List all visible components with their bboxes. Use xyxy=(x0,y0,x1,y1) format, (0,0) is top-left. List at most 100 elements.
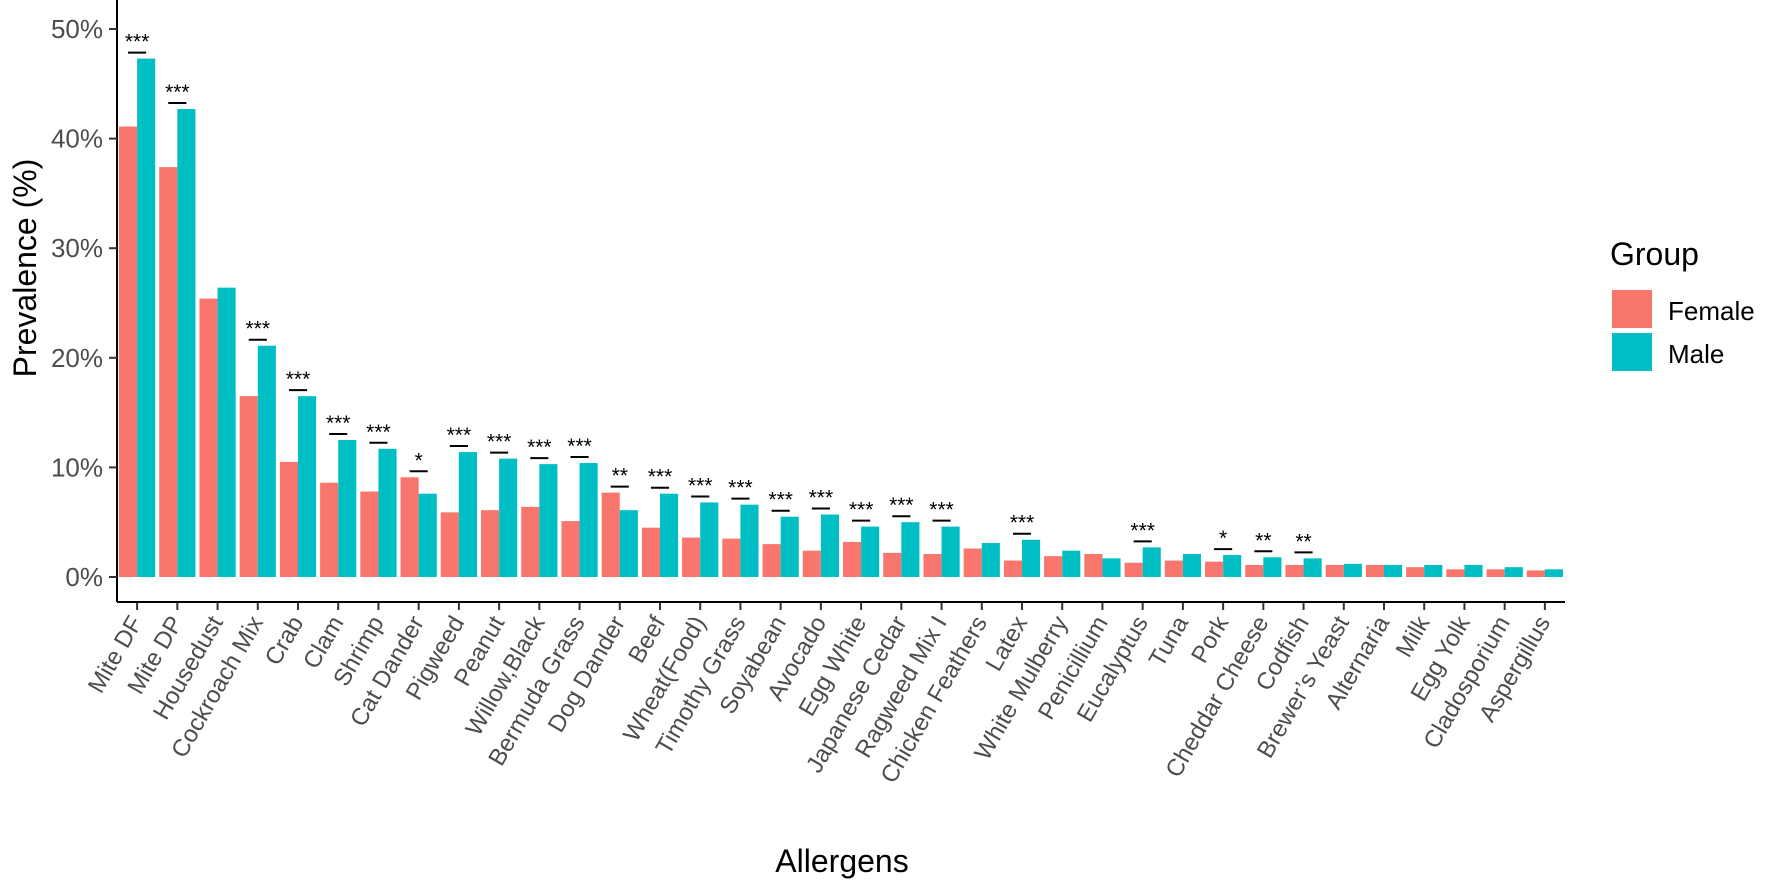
significance-label: ** xyxy=(612,465,628,488)
bar-male xyxy=(378,448,397,577)
significance-label: ** xyxy=(1295,530,1311,553)
significance-label: *** xyxy=(447,424,472,447)
bar-male xyxy=(981,543,1000,577)
bar-female xyxy=(1084,553,1103,577)
legend-label-male: Male xyxy=(1668,339,1724,369)
bar-male xyxy=(1384,564,1403,577)
bar-female xyxy=(239,396,258,577)
significance-label: *** xyxy=(688,474,713,497)
bar-male xyxy=(539,464,558,577)
bar-male xyxy=(217,287,236,577)
bar-male xyxy=(1544,569,1563,577)
significance-label: *** xyxy=(1010,512,1035,535)
bar-male xyxy=(1182,553,1201,577)
significance-label: *** xyxy=(809,487,834,510)
significance-label: *** xyxy=(648,466,673,489)
y-tick-label: 10% xyxy=(51,452,103,482)
bar-female xyxy=(1325,564,1344,577)
significance-label: *** xyxy=(527,436,552,459)
bar-female xyxy=(440,512,459,577)
bar-male xyxy=(1303,558,1322,577)
bar-male xyxy=(338,440,357,577)
bar-female xyxy=(682,537,701,577)
significance-label: *** xyxy=(567,435,592,458)
bar-female xyxy=(360,491,379,577)
bar-male xyxy=(1263,557,1282,577)
bar-female xyxy=(279,461,298,577)
bar-male xyxy=(780,516,799,577)
legend-swatch-male xyxy=(1612,333,1652,371)
bar-male xyxy=(1102,558,1121,577)
x-axis-title: Allergens xyxy=(775,843,908,879)
significance-label: * xyxy=(1219,527,1227,550)
bar-male xyxy=(137,58,156,577)
significance-label: ** xyxy=(1255,529,1271,552)
y-axis: 0% 10% 20% 30% 40% 50% xyxy=(51,0,118,602)
significance-label: *** xyxy=(889,494,914,517)
bar-male xyxy=(901,522,920,577)
bar-male xyxy=(1022,539,1041,577)
bar-female xyxy=(521,506,540,577)
bar-male xyxy=(700,502,719,577)
bar-female xyxy=(1044,556,1063,577)
bar-female xyxy=(1526,570,1545,577)
bar-male xyxy=(619,510,638,577)
significance-label: *** xyxy=(1130,519,1155,542)
bar-male xyxy=(1424,564,1443,577)
legend-label-female: Female xyxy=(1668,296,1755,326)
bar-female xyxy=(802,550,821,577)
bar-female xyxy=(400,477,419,577)
significance-label: *** xyxy=(849,499,874,522)
y-tick-label: 30% xyxy=(51,233,103,263)
bar-male xyxy=(257,345,276,577)
significance-label: *** xyxy=(165,81,190,104)
significance-label: *** xyxy=(487,431,512,454)
bar-female xyxy=(1124,562,1143,577)
significance-label: *** xyxy=(366,421,391,444)
significance-label: *** xyxy=(929,499,954,522)
bar-male xyxy=(1142,547,1161,577)
bar-female xyxy=(320,482,339,577)
bar-female xyxy=(1205,561,1224,577)
bar-female xyxy=(199,298,218,577)
legend-swatch-female xyxy=(1612,290,1652,328)
bar-male xyxy=(298,396,317,577)
bar-female xyxy=(561,521,580,577)
y-tick-label: 40% xyxy=(51,124,103,154)
bar-female xyxy=(1486,569,1505,577)
bar-female xyxy=(481,510,500,577)
plot-area: *************** ******* *** *** ***** *** *** *… xyxy=(119,31,1563,577)
bar-female xyxy=(722,538,741,577)
bar-male xyxy=(861,526,880,577)
bar-female xyxy=(762,544,781,577)
bar-male xyxy=(941,526,960,577)
bar-male xyxy=(1504,567,1523,577)
bar-female xyxy=(159,167,178,577)
significance-label: *** xyxy=(246,318,271,341)
bar-female xyxy=(1245,564,1264,577)
bar-male xyxy=(1343,563,1362,577)
bar-male xyxy=(660,493,679,577)
significance-label: *** xyxy=(286,368,311,391)
significance-label: *** xyxy=(326,412,351,435)
significance-label: *** xyxy=(768,489,793,512)
bar-female xyxy=(1406,567,1425,577)
x-tick-label: Tuna xyxy=(1144,611,1195,672)
significance-label: *** xyxy=(125,31,150,54)
bar-female xyxy=(1365,564,1384,577)
bar-male xyxy=(499,458,518,577)
bar-female xyxy=(963,548,982,577)
bar-female xyxy=(843,541,862,577)
legend: Group Female Male xyxy=(1610,236,1755,371)
bar-female xyxy=(1164,560,1183,577)
bar-male xyxy=(820,514,839,577)
bar-female xyxy=(1003,560,1022,577)
bar-female xyxy=(883,552,902,577)
bar-male xyxy=(1062,550,1081,577)
bar-male xyxy=(418,493,437,577)
bar-male xyxy=(177,109,196,577)
y-tick-label: 0% xyxy=(65,562,103,592)
bar-female xyxy=(1285,564,1304,577)
